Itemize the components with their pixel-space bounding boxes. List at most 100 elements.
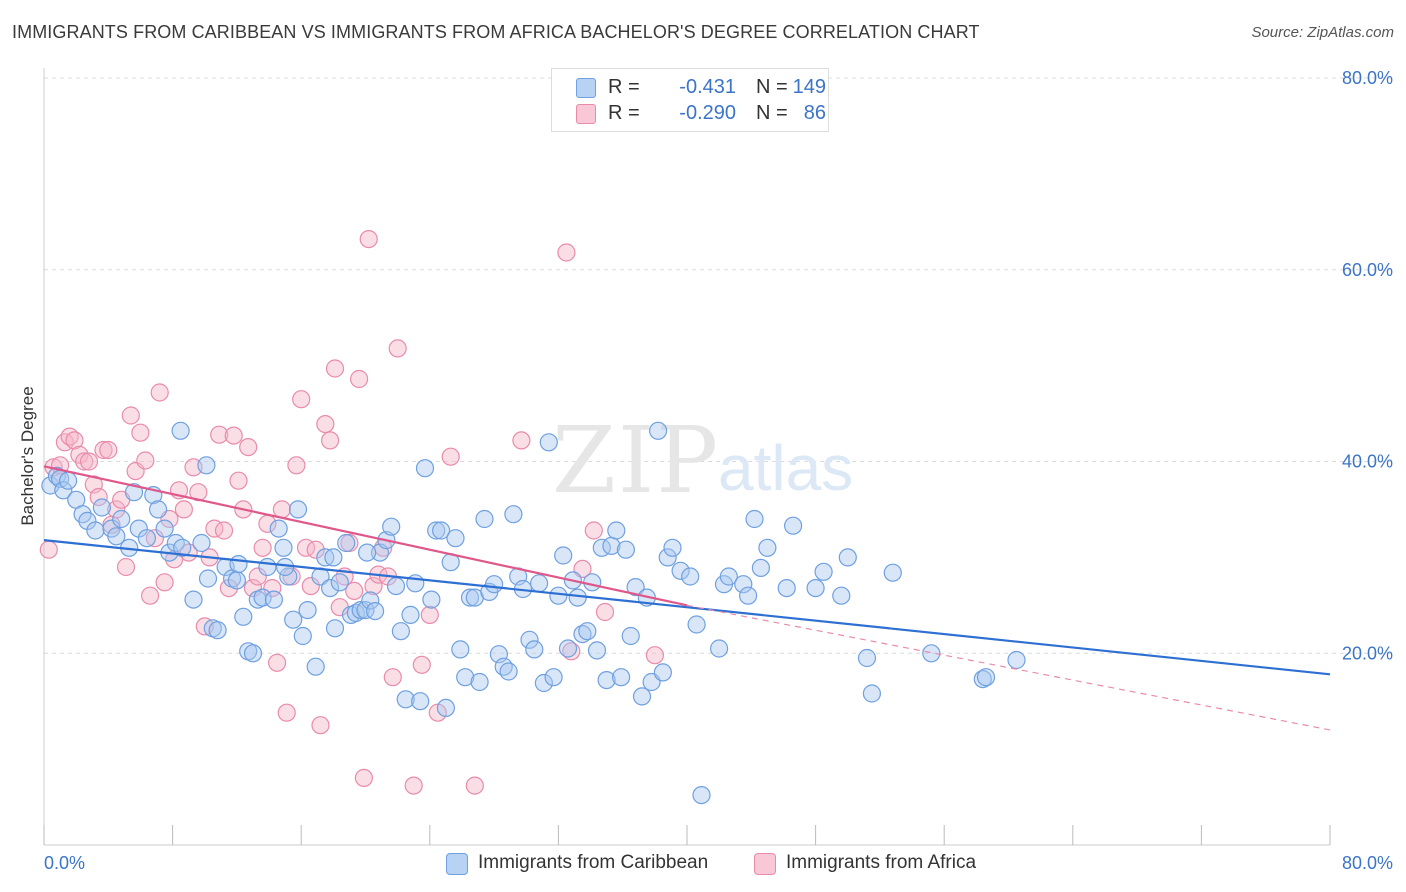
point-caribbean xyxy=(337,533,356,553)
y-tick-label: 60.0% xyxy=(1342,260,1393,280)
legend-n-label: N = xyxy=(756,76,788,98)
point-africa xyxy=(354,768,373,788)
point-africa xyxy=(412,655,431,674)
point-caribbean xyxy=(529,574,549,593)
watermark: ZIP atlas xyxy=(552,407,853,514)
trend-line-africa-extended xyxy=(686,604,1331,731)
point-caribbean xyxy=(173,538,192,557)
point-caribbean xyxy=(358,543,377,562)
point-caribbean xyxy=(663,538,682,557)
point-africa xyxy=(311,716,330,735)
trend-line-africa xyxy=(43,465,688,607)
point-caribbean xyxy=(198,569,218,588)
point-africa xyxy=(243,578,263,598)
point-caribbean xyxy=(658,548,677,567)
point-caribbean xyxy=(470,672,489,692)
point-caribbean xyxy=(361,591,380,610)
legend-r-label: R = xyxy=(608,76,640,98)
point-caribbean xyxy=(284,610,303,629)
legend-r-value: -0.431 xyxy=(679,76,736,98)
point-caribbean xyxy=(573,624,592,644)
point-africa xyxy=(388,339,407,358)
point-caribbean xyxy=(777,578,796,598)
point-caribbean xyxy=(549,586,568,605)
tick-labels: 20.0% 40.0% 60.0% 80.0% 0.0% 80.0% xyxy=(44,68,1393,873)
point-caribbean xyxy=(229,554,248,574)
bottom-legend-swatch-caribbean xyxy=(446,853,468,875)
point-africa xyxy=(316,415,335,434)
point-caribbean xyxy=(621,626,640,646)
point-africa xyxy=(224,426,243,445)
point-caribbean xyxy=(671,561,690,580)
point-africa xyxy=(121,406,140,425)
point-africa xyxy=(306,540,325,559)
point-caribbean xyxy=(534,673,554,693)
point-caribbean xyxy=(814,562,833,581)
point-caribbean xyxy=(227,571,246,590)
x-tick-label: 80.0% xyxy=(1342,853,1393,873)
point-caribbean xyxy=(653,663,673,682)
y-tick-label: 20.0% xyxy=(1342,643,1393,663)
point-caribbean xyxy=(112,509,131,529)
point-caribbean xyxy=(325,619,345,638)
point-africa xyxy=(350,369,369,389)
y-tick-label: 40.0% xyxy=(1342,452,1393,472)
point-caribbean xyxy=(137,529,156,548)
point-africa xyxy=(116,557,136,577)
point-africa xyxy=(420,605,439,625)
point-caribbean xyxy=(745,509,764,529)
point-africa xyxy=(107,500,126,519)
point-caribbean xyxy=(544,668,563,687)
point-africa xyxy=(595,602,615,622)
point-caribbean xyxy=(386,576,406,596)
point-caribbean xyxy=(86,521,105,540)
point-caribbean xyxy=(415,459,435,478)
point-africa xyxy=(99,440,118,460)
point-caribbean xyxy=(197,456,216,475)
point-caribbean xyxy=(758,538,777,557)
point-caribbean xyxy=(427,521,446,540)
point-africa xyxy=(79,452,99,471)
point-caribbean xyxy=(274,538,293,557)
point-caribbean xyxy=(171,421,190,440)
point-caribbean xyxy=(751,558,771,578)
point-caribbean xyxy=(451,640,470,659)
point-caribbean xyxy=(1007,650,1026,670)
point-caribbean xyxy=(401,605,420,625)
point-africa xyxy=(321,431,340,450)
point-caribbean xyxy=(504,505,523,524)
point-caribbean xyxy=(616,540,636,559)
point-africa xyxy=(345,581,364,601)
point-caribbean xyxy=(149,500,168,519)
point-caribbean xyxy=(460,588,480,607)
point-caribbean xyxy=(734,575,753,594)
point-africa xyxy=(441,447,460,466)
point-caribbean xyxy=(351,600,370,620)
point-caribbean xyxy=(499,662,518,681)
point-caribbean xyxy=(976,668,996,687)
legend-swatch-caribbean xyxy=(576,78,596,98)
point-africa xyxy=(253,538,272,557)
point-caribbean xyxy=(475,509,494,529)
point-africa xyxy=(383,668,402,687)
point-caribbean xyxy=(436,698,455,718)
point-africa xyxy=(131,423,150,442)
point-caribbean xyxy=(391,622,410,641)
point-africa xyxy=(75,452,94,471)
point-caribbean xyxy=(520,630,539,649)
point-caribbean xyxy=(330,573,349,592)
point-caribbean xyxy=(293,626,312,646)
point-caribbean xyxy=(298,600,317,620)
point-caribbean xyxy=(396,690,415,709)
axes xyxy=(43,68,1331,846)
point-africa xyxy=(150,383,169,402)
watermark-zip: ZIP xyxy=(552,407,720,514)
legend-r-label: R = xyxy=(608,102,640,124)
point-caribbean xyxy=(568,588,587,607)
point-africa xyxy=(325,359,345,378)
legend: R = -0.431 N = 149 R = -0.290 N = 86 xyxy=(551,68,829,132)
point-africa xyxy=(292,390,311,409)
point-caribbean xyxy=(456,668,475,687)
point-africa xyxy=(248,567,267,586)
